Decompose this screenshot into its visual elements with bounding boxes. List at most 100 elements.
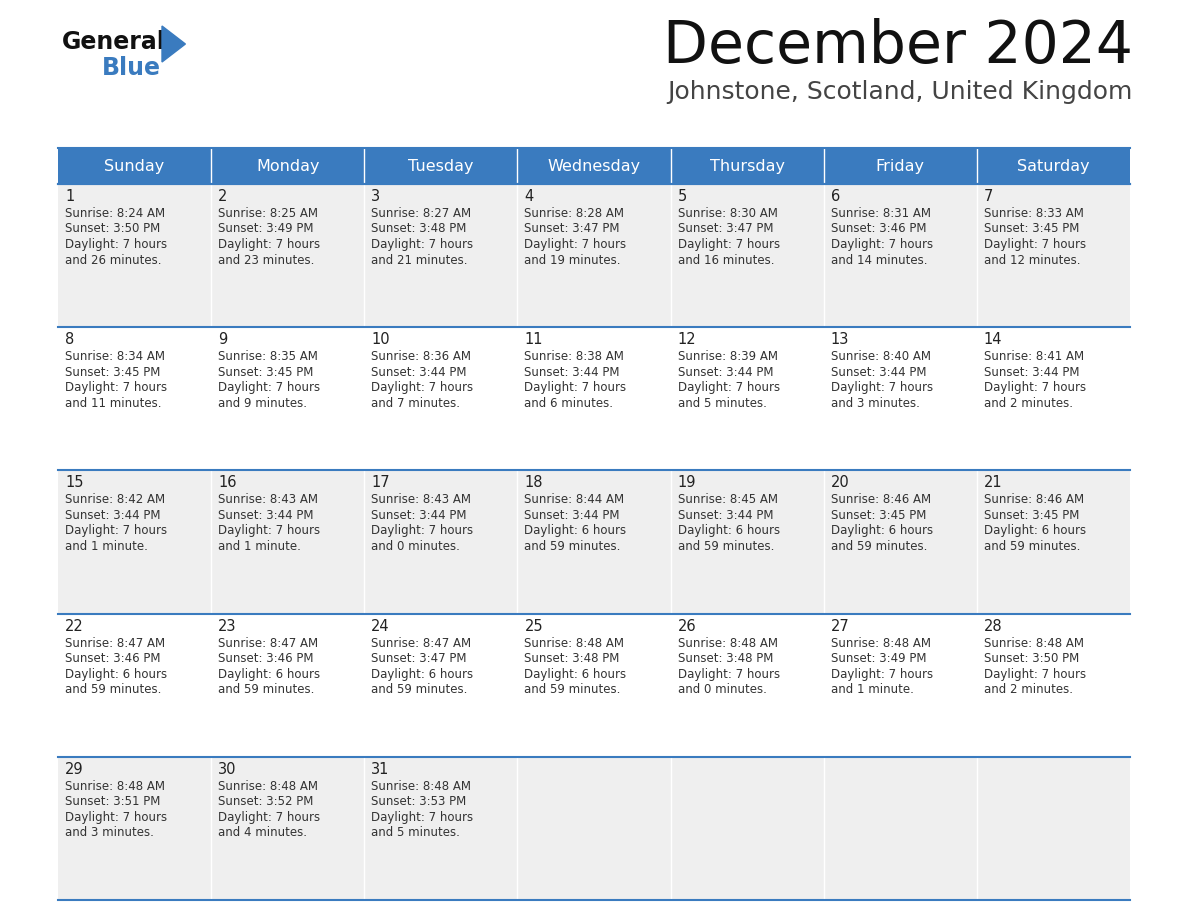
Text: Sunrise: 8:48 AM: Sunrise: 8:48 AM [65,779,165,793]
Text: Sunset: 3:44 PM: Sunset: 3:44 PM [372,365,467,379]
Text: Monday: Monday [255,159,320,174]
Text: Sunset: 3:48 PM: Sunset: 3:48 PM [372,222,467,236]
Polygon shape [162,26,185,62]
Text: 13: 13 [830,332,849,347]
Text: Saturday: Saturday [1017,159,1089,174]
Text: Sunset: 3:44 PM: Sunset: 3:44 PM [219,509,314,522]
Text: 22: 22 [65,619,83,633]
Text: Daylight: 7 hours: Daylight: 7 hours [219,524,321,537]
Text: Sunset: 3:51 PM: Sunset: 3:51 PM [65,795,160,809]
Text: and 26 minutes.: and 26 minutes. [65,253,162,266]
Text: 3: 3 [372,189,380,204]
Text: Sunset: 3:49 PM: Sunset: 3:49 PM [219,222,314,236]
Text: and 59 minutes.: and 59 minutes. [219,683,315,696]
Text: and 0 minutes.: and 0 minutes. [372,540,460,553]
Text: Sunset: 3:49 PM: Sunset: 3:49 PM [830,652,927,666]
Text: 20: 20 [830,476,849,490]
Text: Wednesday: Wednesday [548,159,640,174]
Text: and 0 minutes.: and 0 minutes. [677,683,766,696]
Text: Daylight: 7 hours: Daylight: 7 hours [677,667,779,680]
Text: Daylight: 6 hours: Daylight: 6 hours [65,667,168,680]
Text: Sunset: 3:48 PM: Sunset: 3:48 PM [677,652,773,666]
Text: Daylight: 7 hours: Daylight: 7 hours [830,238,933,251]
Text: 29: 29 [65,762,83,777]
Text: and 3 minutes.: and 3 minutes. [65,826,154,839]
Text: General: General [62,30,166,54]
Text: Daylight: 6 hours: Daylight: 6 hours [219,667,321,680]
Text: Johnstone, Scotland, United Kingdom: Johnstone, Scotland, United Kingdom [668,80,1133,104]
Text: 8: 8 [65,332,74,347]
Text: Tuesday: Tuesday [409,159,474,174]
Bar [58,756,1130,900]
Text: Sunset: 3:44 PM: Sunset: 3:44 PM [984,365,1080,379]
Bar [58,327,1130,470]
Text: Sunset: 3:44 PM: Sunset: 3:44 PM [830,365,927,379]
Text: Sunrise: 8:47 AM: Sunrise: 8:47 AM [372,636,472,650]
Text: Daylight: 7 hours: Daylight: 7 hours [372,524,473,537]
Text: and 1 minute.: and 1 minute. [65,540,147,553]
Text: Sunset: 3:50 PM: Sunset: 3:50 PM [65,222,160,236]
Text: and 23 minutes.: and 23 minutes. [219,253,315,266]
Text: Sunrise: 8:48 AM: Sunrise: 8:48 AM [524,636,625,650]
Text: and 1 minute.: and 1 minute. [219,540,301,553]
Text: Sunrise: 8:48 AM: Sunrise: 8:48 AM [984,636,1083,650]
Text: Thursday: Thursday [709,159,784,174]
Text: Sunrise: 8:27 AM: Sunrise: 8:27 AM [372,207,472,220]
Text: and 59 minutes.: and 59 minutes. [372,683,468,696]
Text: Daylight: 7 hours: Daylight: 7 hours [984,381,1086,394]
Text: Sunrise: 8:25 AM: Sunrise: 8:25 AM [219,207,318,220]
Text: 11: 11 [524,332,543,347]
Text: and 4 minutes.: and 4 minutes. [219,826,308,839]
Text: Daylight: 6 hours: Daylight: 6 hours [372,667,473,680]
Text: Sunrise: 8:33 AM: Sunrise: 8:33 AM [984,207,1083,220]
Text: Daylight: 7 hours: Daylight: 7 hours [65,811,168,823]
Text: and 9 minutes.: and 9 minutes. [219,397,308,409]
Text: Sunrise: 8:43 AM: Sunrise: 8:43 AM [372,493,472,507]
Text: and 1 minute.: and 1 minute. [830,683,914,696]
Text: Sunrise: 8:47 AM: Sunrise: 8:47 AM [65,636,165,650]
Bar [670,148,823,184]
Text: Daylight: 7 hours: Daylight: 7 hours [677,238,779,251]
Text: Sunset: 3:48 PM: Sunset: 3:48 PM [524,652,620,666]
Text: Sunrise: 8:46 AM: Sunrise: 8:46 AM [830,493,931,507]
Text: Sunset: 3:53 PM: Sunset: 3:53 PM [372,795,467,809]
Bar [211,148,365,184]
Bar [977,148,1130,184]
Text: Sunset: 3:44 PM: Sunset: 3:44 PM [524,365,620,379]
Text: Sunset: 3:44 PM: Sunset: 3:44 PM [524,509,620,522]
Text: and 21 minutes.: and 21 minutes. [372,253,468,266]
Text: 19: 19 [677,476,696,490]
Text: Daylight: 7 hours: Daylight: 7 hours [372,381,473,394]
Text: and 59 minutes.: and 59 minutes. [830,540,927,553]
Text: Sunrise: 8:24 AM: Sunrise: 8:24 AM [65,207,165,220]
Text: Sunset: 3:45 PM: Sunset: 3:45 PM [830,509,927,522]
Text: 23: 23 [219,619,236,633]
Text: 28: 28 [984,619,1003,633]
Text: 17: 17 [372,476,390,490]
Text: Sunrise: 8:35 AM: Sunrise: 8:35 AM [219,350,318,364]
Text: Friday: Friday [876,159,924,174]
Text: 31: 31 [372,762,390,777]
Text: Sunrise: 8:38 AM: Sunrise: 8:38 AM [524,350,625,364]
Text: Sunset: 3:47 PM: Sunset: 3:47 PM [677,222,773,236]
Text: Sunset: 3:47 PM: Sunset: 3:47 PM [524,222,620,236]
Text: Sunset: 3:45 PM: Sunset: 3:45 PM [984,509,1079,522]
Text: and 59 minutes.: and 59 minutes. [677,540,773,553]
Text: Sunrise: 8:46 AM: Sunrise: 8:46 AM [984,493,1083,507]
Text: 18: 18 [524,476,543,490]
Bar [58,613,1130,756]
Text: Sunrise: 8:47 AM: Sunrise: 8:47 AM [219,636,318,650]
Text: Daylight: 7 hours: Daylight: 7 hours [65,238,168,251]
Text: Sunrise: 8:41 AM: Sunrise: 8:41 AM [984,350,1083,364]
Text: Sunrise: 8:43 AM: Sunrise: 8:43 AM [219,493,318,507]
Text: 9: 9 [219,332,227,347]
Bar [58,470,1130,613]
Text: and 5 minutes.: and 5 minutes. [677,397,766,409]
Text: Sunset: 3:45 PM: Sunset: 3:45 PM [65,365,160,379]
Text: 6: 6 [830,189,840,204]
Text: 5: 5 [677,189,687,204]
Text: Daylight: 7 hours: Daylight: 7 hours [65,381,168,394]
Text: Sunset: 3:46 PM: Sunset: 3:46 PM [65,652,160,666]
Text: 24: 24 [372,619,390,633]
Text: Sunrise: 8:44 AM: Sunrise: 8:44 AM [524,493,625,507]
